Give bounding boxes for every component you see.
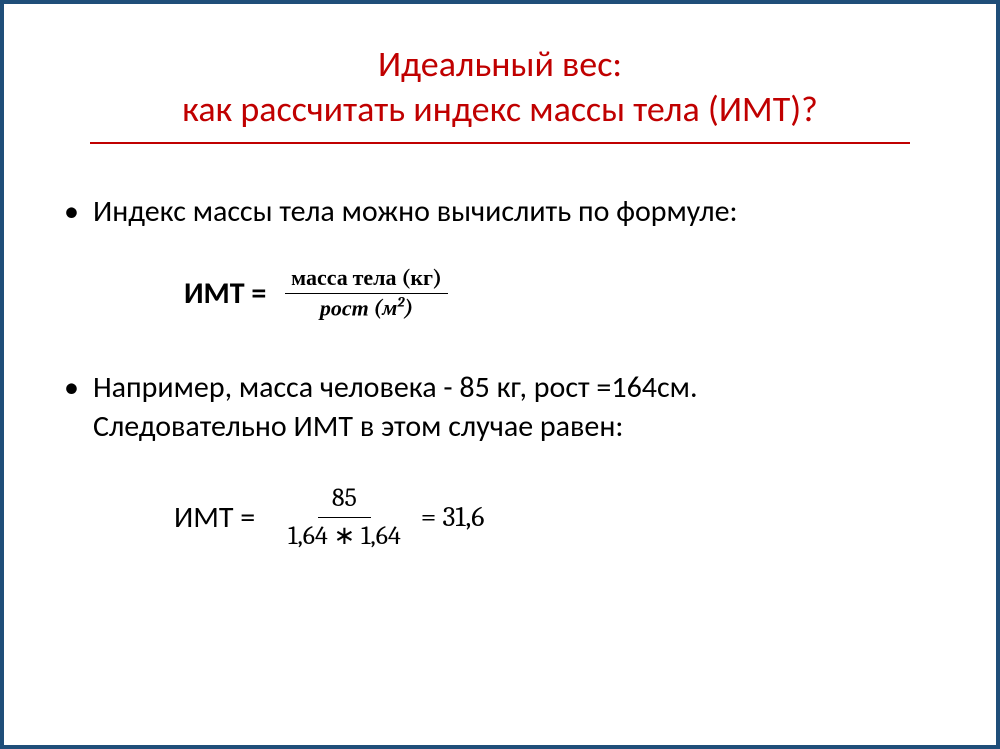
bullet-1-text: Индекс массы тела можно вычислить по фор… bbox=[93, 192, 936, 231]
formula1-den-open: (м bbox=[374, 295, 398, 321]
formula2-fraction: 85 1,64 ∗ 1,64 bbox=[274, 480, 415, 554]
formula2-result: = 31,6 bbox=[421, 499, 485, 535]
bullet-marker: • bbox=[64, 192, 79, 231]
title-line-1: Идеальный вес: bbox=[64, 42, 936, 87]
formula1-denominator: рост (м2) bbox=[314, 294, 419, 323]
content-area: • Индекс массы тела можно вычислить по ф… bbox=[64, 158, 936, 554]
formula1-num-label: масса тела bbox=[291, 265, 396, 291]
formula-bmi-definition: ИМТ = масса тела (кг) рост (м2) bbox=[184, 265, 936, 322]
formula1-den-close: ) bbox=[405, 295, 414, 321]
slide-title-block: Идеальный вес: как рассчитать индекс мас… bbox=[64, 42, 936, 144]
bullet-2-text: Например, масса человека - 85 кг, рост =… bbox=[93, 368, 936, 446]
formula1-den-unit: (м2) bbox=[374, 295, 414, 321]
bullet-2-line1: Например, масса человека - 85 кг, рост =… bbox=[93, 369, 698, 406]
formula1-fraction: масса тела (кг) рост (м2) bbox=[285, 265, 448, 322]
bullet-marker: • bbox=[64, 368, 79, 407]
formula2-lhs: ИМТ = bbox=[174, 498, 262, 537]
bullet-2: • Например, масса человека - 85 кг, рост… bbox=[64, 368, 936, 446]
formula2-numerator: 85 bbox=[318, 480, 371, 518]
formula1-num-unit: (кг) bbox=[401, 265, 442, 291]
formula2-denominator: 1,64 ∗ 1,64 bbox=[274, 518, 415, 555]
bullet-2-line2: Следовательно ИМТ в этом случае равен: bbox=[93, 408, 623, 445]
formula1-lhs: ИМТ = bbox=[184, 274, 273, 313]
title-underline bbox=[90, 142, 910, 144]
formula1-den-exp: 2 bbox=[397, 294, 404, 311]
formula-bmi-example: ИМТ = 85 1,64 ∗ 1,64 = 31,6 bbox=[174, 480, 936, 554]
formula1-numerator: масса тела (кг) bbox=[285, 265, 448, 294]
formula1-den-label: рост bbox=[320, 295, 369, 321]
bullet-1: • Индекс массы тела можно вычислить по ф… bbox=[64, 192, 936, 231]
title-line-2: как рассчитать индекс массы тела (ИМТ)? bbox=[64, 87, 936, 132]
